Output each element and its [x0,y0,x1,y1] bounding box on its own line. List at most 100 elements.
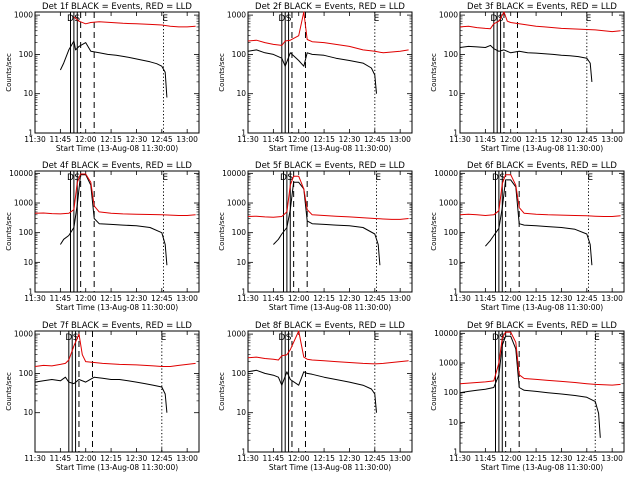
panel-5-series-events [273,181,381,266]
panel-2-xtick-label: 12:00 [288,135,310,144]
panel-3-marker-S: S [498,14,504,24]
panel-3-title: Det 3f BLACK = Events, RED = LLD [467,2,617,12]
panel-6-series-lld [459,174,621,217]
panel-6-ytick-label: 10000 [434,169,458,178]
panel-3-xtick-label: 11:30 [449,135,471,144]
panel-7-xtick-label: 12:00 [75,454,97,463]
panel-8-ytick-label: 1 [241,448,246,457]
panel-4-ytick-label: 100 [19,228,34,237]
panel-3-series-events [459,44,593,82]
panel-8-xtick-label: 12:00 [288,454,310,463]
panel-4-series-lld [34,173,196,216]
panel-5-xtick-label: 12:15 [313,294,335,303]
panel-9: Det 9f BLACK = Events, RED = LLD 11:30 11:… [430,321,625,472]
panel-5-ytick-label: 10 [236,258,246,267]
panel-3-series-lld [459,11,621,33]
panel-3-xtick-label: 12:30 [551,135,573,144]
panel-6-ytick-label: 10 [448,258,458,267]
panel-8-xtick-label: 11:45 [263,454,285,463]
panel-2-ytick-label: 1 [241,129,246,138]
panel-7-xtick-label: 13:00 [176,454,198,463]
panel-9-marker-E: E [594,333,600,343]
panel-3-frame [459,11,625,134]
panel-6-xlabel: Start Time (13-Aug-08 11:30:00) [481,303,603,312]
panel-9-ylabel: Counts/sec [430,372,438,411]
panel-1-xlabel: Start Time (13-Aug-08 11:30:00) [56,144,178,153]
panel-1-ytick-label: 1 [28,129,33,138]
panel-1-xtick-label: 12:45 [151,135,173,144]
panel-4-frame [34,170,200,293]
panel-1-xtick-label: 13:00 [176,135,198,144]
panel-8-ytick-label: 1000 [227,330,246,339]
panel-3-ytick-label: 1 [453,129,458,138]
panel-3-xlabel: Start Time (13-Aug-08 11:30:00) [481,144,603,153]
panel-9-ytick-label: 10 [448,418,458,427]
panel-6-xtick-label: 11:30 [449,294,471,303]
panel-7-marker-E: E [161,333,167,343]
panel-5-xtick-label: 12:30 [339,294,361,303]
panel-1-series-events [59,40,168,98]
panel-2-xtick-label: 11:30 [237,135,259,144]
panel-2-marker-E: E [374,14,380,24]
panel-4-xtick-label: 13:00 [176,294,198,303]
panel-7-ytick-label: 10 [23,408,33,417]
panel-9-ytick-label: 1000 [439,359,458,368]
panel-5-ytick-label: 1000 [227,199,246,208]
panel-9-xtick-label: 12:15 [525,454,547,463]
panel-8-xtick-label: 12:15 [313,454,335,463]
panel-3-marker-E: E [586,14,592,24]
panel-3-xtick-label: 12:00 [500,135,522,144]
panel-2-frame [247,11,413,134]
panel-9-series-lld [459,331,621,386]
panel-6-xtick-label: 13:00 [601,294,623,303]
panel-8-xtick-label: 12:30 [339,454,361,463]
panel-5-ytick-label: 1 [241,288,246,297]
panel-3-xtick-label: 13:00 [601,135,623,144]
panel-1-xtick-label: 11:30 [24,135,46,144]
panel-5-frame [247,170,413,293]
panel-2-ylabel: Counts/sec [218,53,226,92]
panel-5: Det 5f BLACK = Events, RED = LLD 11:30 11:… [218,161,413,312]
panel-3-xtick-label: 11:45 [475,135,497,144]
panel-4-title: Det 4f BLACK = Events, RED = LLD [42,161,192,171]
panel-2-xlabel: Start Time (13-Aug-08 11:30:00) [269,144,391,153]
panel-2-title: Det 2f BLACK = Events, RED = LLD [255,2,405,12]
panel-1-xtick-label: 12:00 [75,135,97,144]
panel-7-xtick-label: 12:15 [100,454,122,463]
panel-8-series-events [247,369,377,413]
panel-2-series-lld [247,11,409,54]
panel-6-xtick-label: 12:30 [551,294,573,303]
panel-1-ytick-label: 1000 [14,11,33,20]
panel-2-xtick-label: 12:45 [364,135,386,144]
panel-9-xtick-label: 12:00 [500,454,522,463]
panel-4-xlabel: Start Time (13-Aug-08 11:30:00) [56,303,178,312]
panel-3-ytick-label: 1000 [439,11,458,20]
panel-7-xtick-label: 12:45 [151,454,173,463]
panel-4-marker-E: E [162,173,168,183]
panel-2-xtick-label: 13:00 [389,135,411,144]
panel-1-marker-D: D [67,14,74,24]
panel-6-series-events [485,179,593,266]
panel-6-marker-E: E [587,173,593,183]
panel-1-frame [34,11,200,134]
panel-6-ytick-label: 1 [453,288,458,297]
panel-8-xlabel: Start Time (13-Aug-08 11:30:00) [269,463,391,472]
panel-5-xlabel: Start Time (13-Aug-08 11:30:00) [269,303,391,312]
panel-3-xtick-label: 12:45 [576,135,598,144]
panel-2-series-events [247,49,377,94]
panel-1-series-lld [73,16,196,28]
panel-5-xtick-label: 13:00 [389,294,411,303]
panel-7-series-events [34,376,168,413]
panel-6-xtick-label: 12:15 [525,294,547,303]
panel-1: Det 1f BLACK = Events, RED = LLD 11:30 11:… [5,2,200,153]
panel-5-xtick-label: 11:45 [263,294,285,303]
panel-7-ytick-label: 1000 [14,330,33,339]
panel-6: Det 6f BLACK = Events, RED = LLD 11:30 11:… [430,161,625,312]
panel-1-title: Det 1f BLACK = Events, RED = LLD [42,2,192,12]
panel-8-marker-S: S [286,333,292,343]
panel-5-ytick-label: 100 [232,228,247,237]
panel-1-xtick-label: 11:45 [50,135,72,144]
panel-8-series-lld [247,330,409,365]
panel-7-xtick-label: 12:30 [126,454,148,463]
